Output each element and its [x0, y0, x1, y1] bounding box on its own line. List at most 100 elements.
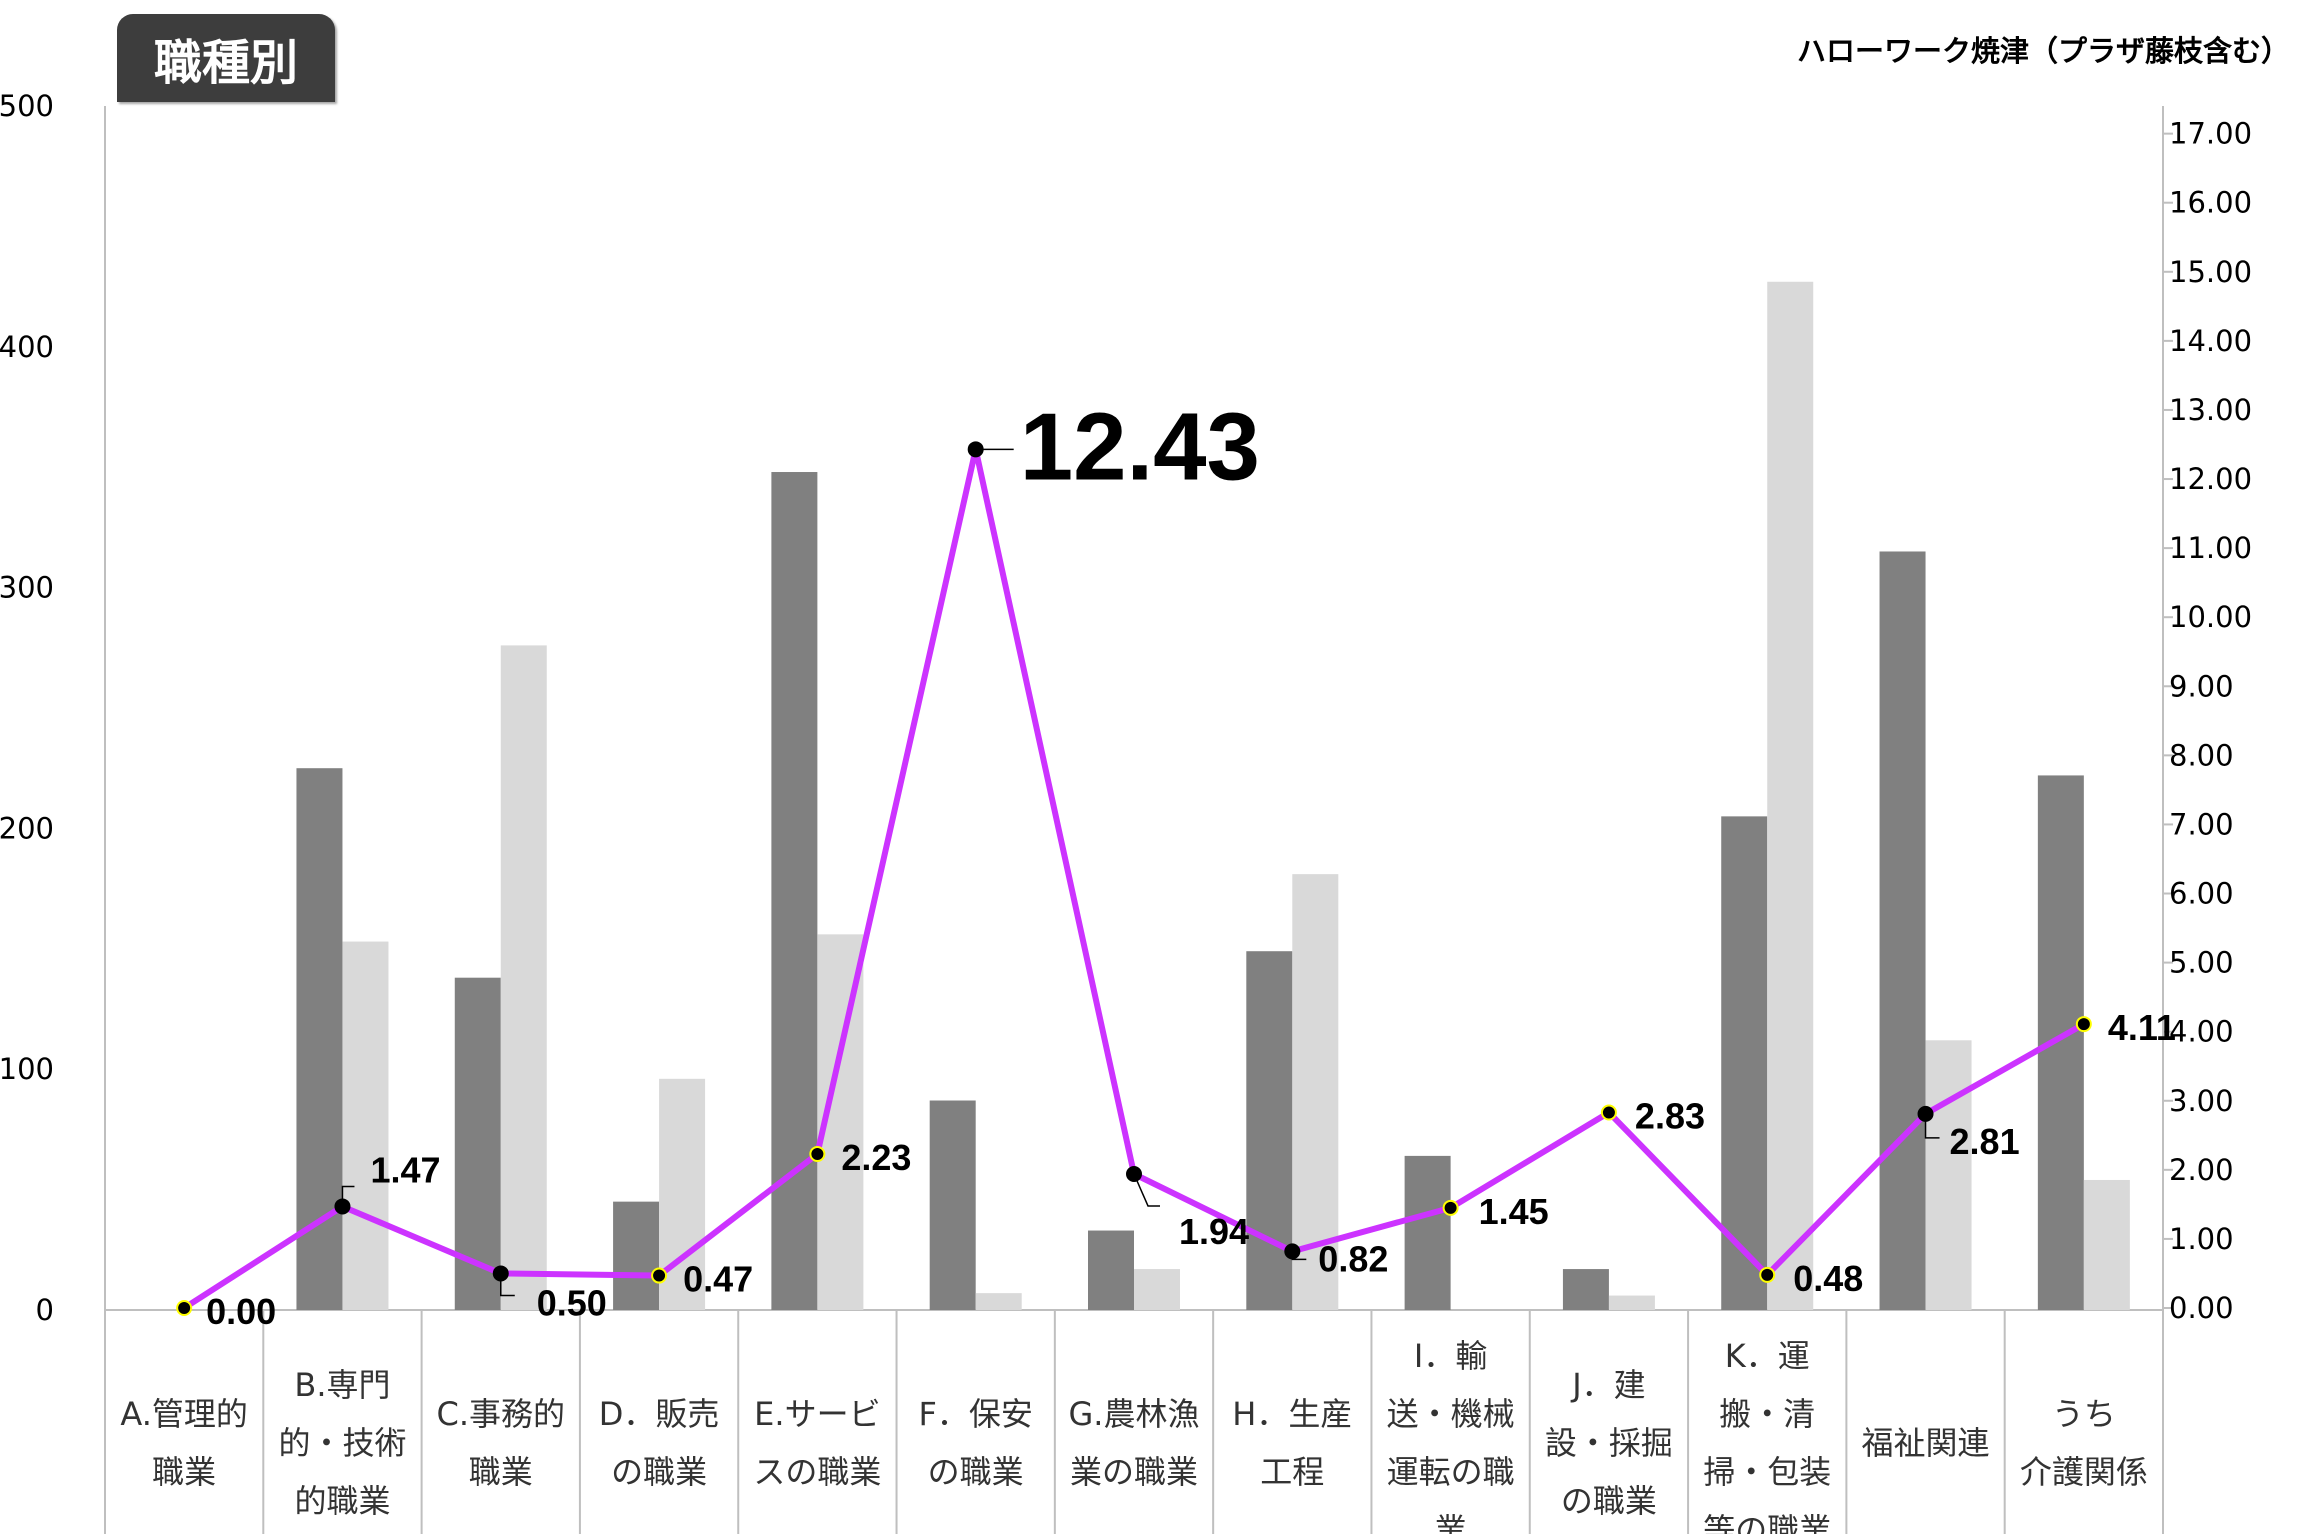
- category-label: 搬・清: [1719, 1395, 1815, 1433]
- category-label: うち: [2052, 1395, 2116, 1433]
- left-tick-label: 300: [0, 571, 54, 605]
- right-tick-label: 1.00: [2169, 1222, 2234, 1256]
- bar-light: [975, 1293, 1022, 1310]
- data-label-leader: [1133, 1173, 1160, 1207]
- right-tick-label: 8.00: [2169, 738, 2234, 772]
- category-label: 掃・包装: [1703, 1453, 1831, 1491]
- right-tick-label: 17.00: [2169, 117, 2252, 151]
- bar-dark: [929, 1100, 976, 1310]
- left-tick-label: 200: [0, 811, 54, 845]
- right-tick-label: 14.00: [2169, 324, 2252, 358]
- category-label: 的職業: [294, 1482, 390, 1520]
- category-label: 送・機械: [1387, 1395, 1515, 1433]
- right-tick-label: 11.00: [2169, 531, 2252, 565]
- category-tab[interactable]: 職種別: [117, 14, 335, 102]
- data-label: 0.82: [1318, 1238, 1388, 1279]
- data-label: 2.23: [841, 1137, 911, 1178]
- ratio-marker: [176, 1300, 193, 1316]
- category-label: A.管理的: [120, 1395, 248, 1433]
- category-label: 介護関係: [2020, 1453, 2148, 1491]
- data-label-leader: [1924, 1113, 1940, 1139]
- right-tick-label: 13.00: [2169, 393, 2252, 427]
- bar-light: [1925, 1040, 1972, 1310]
- bar-light: [500, 645, 547, 1310]
- category-label: 運転の職: [1387, 1453, 1515, 1491]
- right-tick-label: 3.00: [2169, 1084, 2234, 1118]
- category-label: J．建: [1570, 1366, 1645, 1404]
- category-label: B.専門: [294, 1366, 390, 1404]
- data-label: 2.81: [1950, 1121, 2020, 1162]
- bar-light: [1767, 281, 1814, 1311]
- category-label: H．生産: [1232, 1395, 1352, 1433]
- bar-light: [1134, 1269, 1180, 1310]
- category-label: F．保安: [918, 1395, 1032, 1433]
- right-tick-label: 9.00: [2169, 669, 2234, 703]
- right-tick-label: 6.00: [2169, 877, 2234, 911]
- category-label: 業: [1435, 1511, 1467, 1534]
- category-label: 福祉関連: [1862, 1424, 1990, 1462]
- data-label-leader: [500, 1273, 515, 1297]
- data-label: 0.00: [206, 1291, 276, 1332]
- ratio-marker: [809, 1145, 826, 1162]
- category-label: E.サービ: [754, 1395, 880, 1433]
- data-label: 0.50: [537, 1282, 607, 1323]
- right-tick-label: 2.00: [2169, 1153, 2234, 1187]
- ratio-marker: [1600, 1104, 1617, 1121]
- category-label: の職業: [611, 1453, 707, 1491]
- bar-light: [342, 941, 389, 1310]
- left-tick-label: 0: [36, 1293, 54, 1327]
- category-label: 職業: [469, 1453, 533, 1491]
- category-label: 工程: [1260, 1453, 1324, 1491]
- data-label: 4.11: [2108, 1007, 2176, 1048]
- data-label: 1.45: [1479, 1191, 1549, 1232]
- bar-light: [1608, 1295, 1655, 1310]
- bar-dark: [1088, 1230, 1134, 1310]
- category-label: C.事務的: [437, 1395, 566, 1433]
- bar-dark: [1246, 951, 1293, 1310]
- category-label: K．運: [1725, 1337, 1810, 1375]
- ratio-marker: [1442, 1199, 1459, 1216]
- data-label: 2.83: [1635, 1096, 1705, 1137]
- bar-dark: [1721, 816, 1768, 1310]
- data-label: 1.47: [370, 1149, 440, 1190]
- data-label: 0.47: [683, 1259, 753, 1300]
- category-label: I．輸: [1414, 1337, 1487, 1375]
- category-label: の職業: [928, 1453, 1024, 1491]
- category-label: 等の職業: [1703, 1511, 1831, 1534]
- right-tick-label: 0.00: [2169, 1291, 2234, 1325]
- bar-dark: [1879, 551, 1926, 1310]
- right-tick-label: 7.00: [2169, 807, 2234, 841]
- bar-dark: [613, 1201, 660, 1310]
- right-tick-label: 4.00: [2169, 1015, 2234, 1049]
- left-tick-label: 400: [0, 330, 54, 364]
- category-label: 職業: [152, 1453, 216, 1491]
- category-label: D．販売: [599, 1395, 720, 1433]
- bar-dark: [1404, 1155, 1451, 1310]
- right-tick-label: 15.00: [2169, 255, 2252, 289]
- data-label-leader: [341, 1185, 355, 1207]
- category-label: の職業: [1561, 1482, 1657, 1520]
- data-label: 0.48: [1793, 1258, 1863, 1299]
- right-tick-label: 12.00: [2169, 462, 2252, 496]
- category-label: 的・技術: [278, 1424, 406, 1462]
- bar-dark: [1562, 1269, 1609, 1310]
- right-tick-label: 16.00: [2169, 186, 2252, 220]
- bar-dark: [2037, 775, 2084, 1310]
- left-tick-label: 100: [0, 1052, 54, 1086]
- right-tick-label: 10.00: [2169, 600, 2252, 634]
- right-tick-label: 5.00: [2169, 946, 2234, 980]
- category-label: 業の職業: [1070, 1453, 1198, 1491]
- ratio-marker: [651, 1267, 668, 1284]
- data-label: 1.94: [1179, 1211, 1249, 1252]
- ratio-marker: [1759, 1266, 1776, 1283]
- category-label: G.農林漁: [1069, 1395, 1200, 1433]
- bar-light: [2083, 1179, 2130, 1310]
- category-label: 設・採掘: [1545, 1424, 1673, 1462]
- left-tick-label: 500: [0, 89, 54, 123]
- category-label: スの職業: [753, 1453, 881, 1491]
- bar-light: [1292, 874, 1339, 1310]
- data-label-peak: 12.43: [1020, 393, 1260, 500]
- ratio-marker: [2075, 1016, 2092, 1033]
- data-label-leader: [1291, 1251, 1307, 1261]
